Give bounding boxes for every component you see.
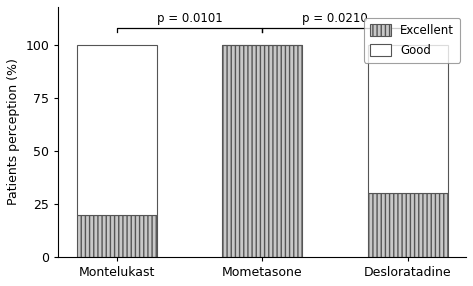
Text: p = 0.0210: p = 0.0210 — [302, 12, 368, 25]
Bar — [368, 193, 447, 257]
Y-axis label: Patients perception (%): Patients perception (%) — [7, 59, 20, 205]
Bar — [368, 45, 447, 193]
Bar — [222, 45, 302, 257]
Bar — [77, 45, 157, 214]
Legend: Excellent, Good: Excellent, Good — [364, 18, 460, 63]
Text: p = 0.0101: p = 0.0101 — [157, 12, 222, 25]
Bar — [77, 214, 157, 257]
